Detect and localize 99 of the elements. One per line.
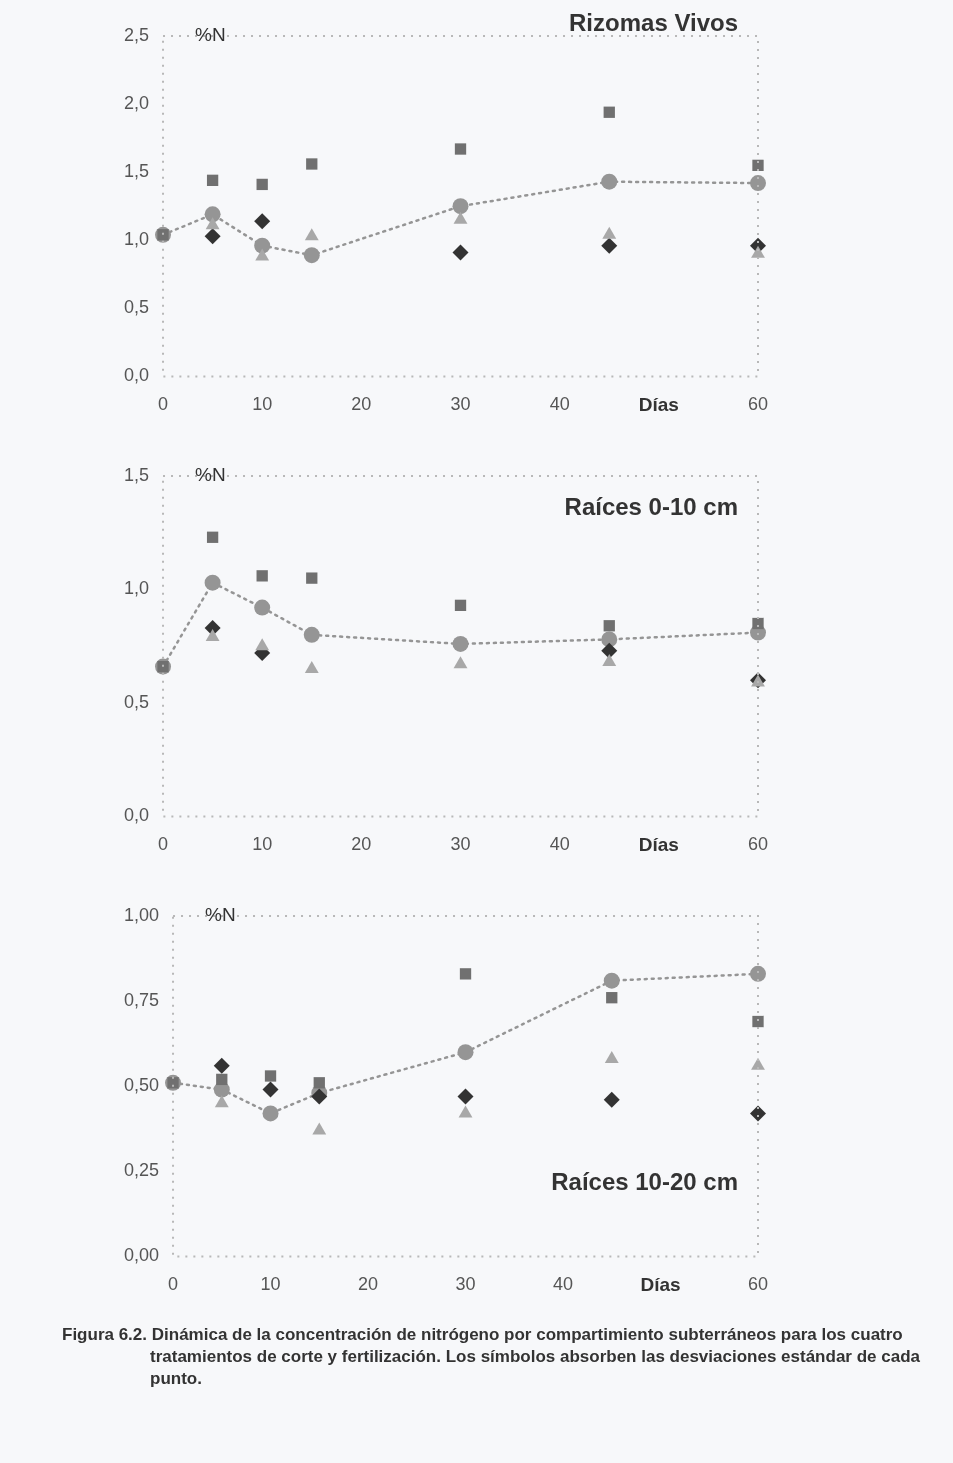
point bbox=[254, 213, 271, 230]
text: Figura 6.2. Dinámica de la concentración de nitrógeno por compartimiento subterráneos para los cuatro tratamientos de corte y fertilización. Los símbolos absorben las desviaciones estándar de cada punto. bbox=[62, 1324, 921, 1391]
point bbox=[255, 248, 270, 261]
point bbox=[454, 599, 467, 612]
point bbox=[304, 660, 319, 673]
x-axis-title: Días bbox=[638, 394, 679, 416]
y-tick-label: 2,5 bbox=[123, 24, 150, 45]
point bbox=[606, 992, 618, 1004]
y-tick-label: 1,00 bbox=[123, 904, 160, 925]
point bbox=[603, 1091, 620, 1108]
point bbox=[752, 1015, 764, 1028]
point bbox=[206, 174, 219, 186]
x-tick-label: 0 bbox=[158, 834, 169, 855]
point bbox=[453, 656, 468, 669]
y-tick-label: 1,0 bbox=[123, 229, 150, 250]
point bbox=[602, 226, 617, 239]
point bbox=[750, 1105, 766, 1122]
point bbox=[204, 574, 221, 591]
point bbox=[603, 106, 615, 118]
point bbox=[752, 159, 764, 172]
point bbox=[205, 217, 220, 230]
x-tick-label: 30 bbox=[450, 834, 471, 855]
point bbox=[216, 1073, 228, 1086]
point bbox=[750, 175, 766, 192]
point bbox=[454, 143, 467, 155]
point bbox=[214, 1095, 229, 1108]
point bbox=[303, 247, 320, 264]
x-tick-label: 20 bbox=[351, 394, 372, 415]
point bbox=[262, 1105, 279, 1122]
point bbox=[306, 572, 318, 584]
point bbox=[312, 1122, 327, 1135]
point bbox=[204, 228, 221, 245]
point bbox=[262, 1081, 279, 1098]
y-tick-label: 0,0 bbox=[123, 805, 150, 826]
chart-title: Rizomas Vivos bbox=[569, 8, 738, 36]
x-tick-label: 0 bbox=[158, 394, 169, 415]
point bbox=[304, 228, 319, 241]
x-tick-label: 60 bbox=[747, 394, 769, 415]
x-axis-title: Días bbox=[640, 1274, 681, 1296]
y-tick-label: 0,75 bbox=[123, 990, 160, 1011]
y-tick-label: 2,0 bbox=[123, 93, 150, 114]
point bbox=[254, 599, 271, 616]
y-tick-label: 1,5 bbox=[123, 464, 150, 485]
point bbox=[457, 1044, 474, 1061]
y-tick-label: 1,0 bbox=[123, 578, 150, 599]
y-axis-title: %N bbox=[195, 464, 226, 486]
x-axis-title: Días bbox=[638, 834, 679, 856]
point bbox=[459, 968, 472, 980]
point bbox=[206, 531, 219, 543]
x-tick-label: 60 bbox=[747, 1274, 769, 1295]
x-tick-label: 10 bbox=[260, 1274, 281, 1295]
y-axis-title: %N bbox=[195, 24, 226, 46]
point bbox=[601, 642, 618, 659]
point bbox=[264, 1070, 277, 1082]
point bbox=[457, 1088, 474, 1105]
x-tick-label: 40 bbox=[549, 394, 570, 415]
y-axis-title: %N bbox=[205, 904, 236, 926]
point bbox=[306, 158, 318, 170]
point bbox=[453, 211, 468, 224]
point bbox=[458, 1105, 473, 1118]
point bbox=[205, 629, 220, 642]
point bbox=[603, 972, 620, 989]
point bbox=[601, 237, 618, 254]
x-tick-label: 30 bbox=[450, 394, 471, 415]
point bbox=[254, 237, 271, 254]
point bbox=[452, 635, 469, 652]
point bbox=[752, 617, 764, 630]
point bbox=[204, 206, 221, 223]
point bbox=[255, 638, 270, 651]
y-tick-label: 0,25 bbox=[123, 1160, 160, 1181]
x-tick-label: 40 bbox=[549, 834, 570, 855]
x-tick-label: 40 bbox=[553, 1274, 574, 1295]
y-tick-label: 0,50 bbox=[123, 1075, 160, 1096]
x-tick-label: 60 bbox=[747, 834, 769, 855]
y-tick-label: 0,00 bbox=[123, 1245, 160, 1266]
y-tick-label: 1,5 bbox=[123, 161, 150, 182]
x-tick-label: 20 bbox=[351, 834, 372, 855]
point bbox=[303, 626, 320, 643]
text: Raíces 10-20 cm bbox=[551, 1167, 738, 1195]
point bbox=[751, 245, 765, 258]
point bbox=[452, 244, 469, 261]
point bbox=[603, 620, 615, 632]
x-tick-label: 0 bbox=[168, 1274, 179, 1295]
point bbox=[601, 173, 618, 190]
point bbox=[256, 178, 268, 191]
point bbox=[750, 965, 766, 982]
point bbox=[452, 198, 469, 215]
point bbox=[313, 1077, 325, 1089]
point bbox=[213, 1057, 230, 1074]
x-tick-label: 10 bbox=[252, 394, 273, 415]
x-tick-label: 10 bbox=[252, 834, 273, 855]
y-tick-label: 0,5 bbox=[123, 691, 150, 712]
point bbox=[256, 570, 268, 582]
text: Raíces 0-10 cm bbox=[564, 492, 738, 520]
y-tick-label: 0,0 bbox=[123, 365, 150, 386]
point bbox=[602, 654, 617, 667]
x-tick-label: 20 bbox=[358, 1274, 379, 1295]
x-tick-label: 30 bbox=[455, 1274, 476, 1295]
y-tick-label: 0,5 bbox=[123, 297, 150, 318]
